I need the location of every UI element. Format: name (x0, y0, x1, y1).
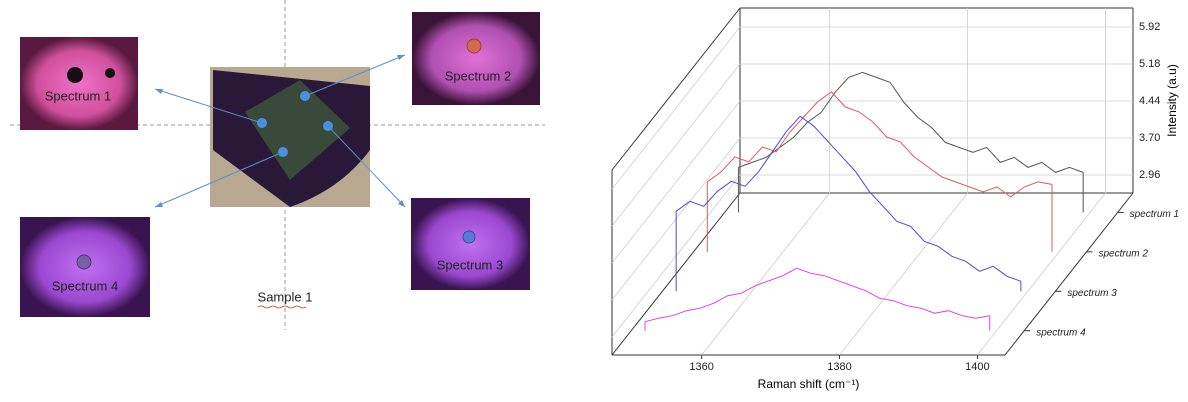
y-axis-label: Intensity (a.u) (1165, 64, 1179, 137)
x-tick-label: 1400 (965, 361, 989, 373)
z-tick-label: spectrum 2 (1098, 249, 1148, 260)
y-tick-label: 4.44 (1139, 95, 1160, 107)
spectrum-line (675, 115, 1022, 282)
axis-frame (1004, 192, 1134, 356)
image-label: Spectrum 2 (445, 68, 511, 83)
image-label: Spectrum 3 (437, 257, 503, 272)
sample-label: Sample 1 (258, 289, 313, 304)
image-label: Spectrum 4 (52, 278, 118, 293)
spectrum-line (644, 267, 990, 323)
x-tick-label: 1360 (689, 361, 713, 373)
grid-line (701, 192, 830, 356)
x-tick-label: 1380 (827, 361, 851, 373)
y-tick-label: 5.92 (1139, 21, 1160, 33)
image-label: Spectrum 1 (45, 88, 111, 103)
y-tick-label: 2.96 (1139, 169, 1160, 181)
spectrum-line (707, 91, 1053, 198)
grid-line (611, 100, 741, 264)
x-axis-label: Raman shift (cm⁻¹) (758, 377, 860, 391)
y-tick-label: 5.18 (1139, 58, 1160, 70)
z-tick-label: spectrum 1 (1130, 209, 1179, 220)
y-tick-label: 3.70 (1139, 132, 1160, 144)
grid-line (611, 26, 741, 190)
micrograph: Spectrum 1 (20, 37, 138, 130)
waterfall-chart: 2.96 3.70 4.44 5.18 5.92 1360 1380 1400 Raman sh… (611, 7, 1179, 391)
axis-frame (611, 7, 741, 171)
grid-line (977, 192, 1106, 356)
spell-underline (257, 305, 307, 309)
arrows (154, 54, 406, 208)
sample-photo (210, 67, 370, 207)
micrograph: Spectrum 2 (412, 12, 540, 105)
grid-line (839, 192, 968, 356)
z-tick-label: spectrum 4 (1036, 327, 1086, 338)
micrograph: Spectrum 3 (411, 198, 530, 290)
z-tick-label: spectrum 3 (1067, 288, 1117, 299)
grid-line (611, 63, 741, 227)
micrograph: Spectrum 4 (20, 217, 150, 317)
spectrum-line (738, 71, 1084, 173)
